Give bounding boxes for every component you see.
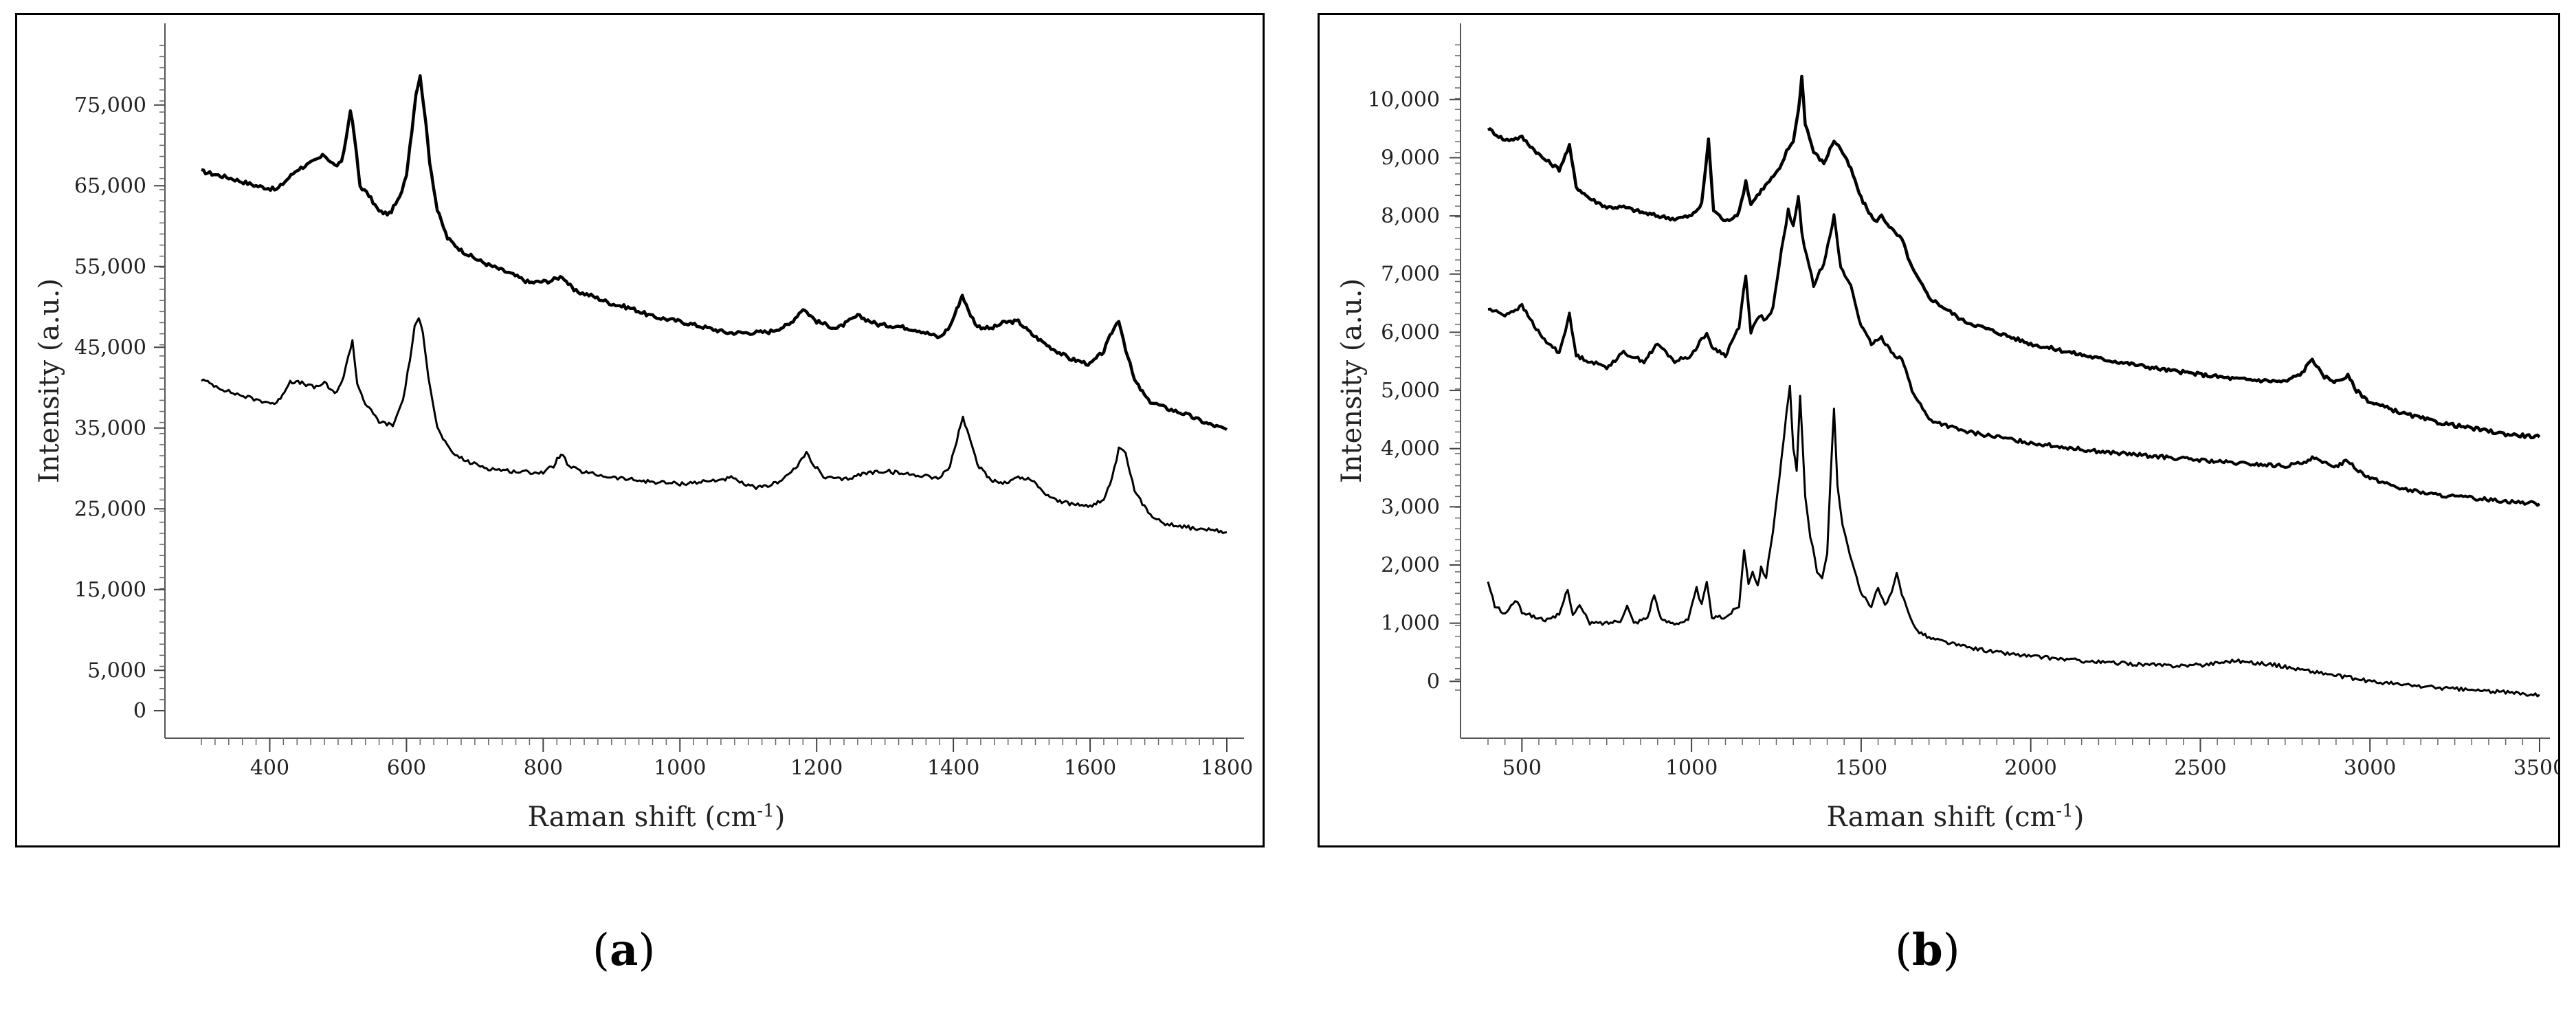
x-tick-label: 1400	[927, 756, 979, 780]
y-tick-label: 1,000	[1381, 612, 1440, 636]
y-tick-label: 35,000	[74, 417, 146, 441]
y-tick-label: 2,000	[1381, 553, 1440, 577]
x-axis-label-sup: -1	[2056, 801, 2073, 821]
x-tick-label: 3000	[2344, 756, 2396, 780]
x-axis-label-main: Raman shift (cm	[528, 801, 757, 833]
caption-b: (b)	[1895, 924, 1960, 976]
chart-a-svg: 0 5,000 15,000 25,000 35,000 45,000 55,000 65,0…	[34, 23, 1253, 833]
x-axis-label-end: )	[2074, 801, 2085, 833]
y-tick-label: 55,000	[74, 255, 146, 279]
chart-panel-a: 0 5,000 15,000 25,000 35,000 45,000 55,000 65,0…	[15, 13, 1265, 847]
spectrum-line-3	[1487, 384, 2540, 698]
caption-a: (a)	[592, 924, 656, 976]
x-tick-label: 2500	[2174, 756, 2226, 780]
chart-b-svg: 0 1,000 2,000 3,000 4,000 5,000 6,000 7,000 8,00…	[1336, 23, 2558, 833]
spectrum-line-2	[1487, 195, 2541, 507]
y-tick-label: 25,000	[74, 497, 146, 521]
spectrum-line-1	[1487, 74, 2541, 440]
x-tick-label: 1500	[1835, 756, 1887, 780]
x-tick-label: 1000	[654, 756, 706, 780]
x-axis-label-sup: -1	[757, 801, 774, 821]
spectrum-line-2	[201, 317, 1228, 534]
y-tick-label: 0	[1427, 669, 1440, 694]
y-tick-label: 7,000	[1381, 263, 1440, 287]
x-axis-label-main: Raman shift (cm	[1827, 801, 2056, 833]
y-tick-label: 4,000	[1381, 437, 1440, 461]
y-tick-label: 15,000	[74, 578, 146, 602]
y-tick-label: 5,000	[87, 658, 146, 683]
y-tick-label: 8,000	[1381, 204, 1440, 228]
x-tick-label: 1800	[1201, 756, 1253, 780]
y-tick-label: 3,000	[1381, 495, 1440, 519]
y-tick-label: 10,000	[1368, 88, 1440, 112]
y-tick-label: 9,000	[1381, 146, 1440, 170]
y-tick-label: 75,000	[74, 93, 146, 118]
x-axis-label: Raman shift (cm-1)	[528, 801, 786, 833]
x-tick-label: 1200	[790, 756, 843, 780]
y-axis-label: Intensity (a.u.)	[34, 278, 65, 483]
x-tick-label: 1000	[1665, 756, 1718, 780]
x-tick-label: 3500	[2513, 756, 2558, 780]
x-tick-label: 2000	[2004, 756, 2056, 780]
x-tick-label: 1600	[1064, 756, 1116, 780]
y-tick-label: 65,000	[74, 174, 146, 198]
x-axis-label: Raman shift (cm-1)	[1827, 801, 2085, 833]
y-axis-label: Intensity (a.u.)	[1336, 278, 1368, 483]
x-axis-label-end: )	[775, 801, 786, 833]
spectrum-line-1	[201, 74, 1228, 432]
chart-panel-b: 0 1,000 2,000 3,000 4,000 5,000 6,000 7,000 8,00…	[1318, 13, 2560, 847]
caption-b-letter: b	[1911, 924, 1943, 976]
y-tick-label: 0	[133, 699, 146, 723]
x-tick-label: 500	[1502, 756, 1542, 780]
x-tick-label: 600	[387, 756, 426, 780]
caption-a-letter: a	[609, 924, 639, 976]
x-tick-label: 400	[250, 756, 289, 780]
y-tick-label: 5,000	[1381, 379, 1440, 403]
y-tick-label: 6,000	[1381, 320, 1440, 344]
x-tick-label: 800	[524, 756, 563, 780]
y-tick-label: 45,000	[74, 335, 146, 359]
